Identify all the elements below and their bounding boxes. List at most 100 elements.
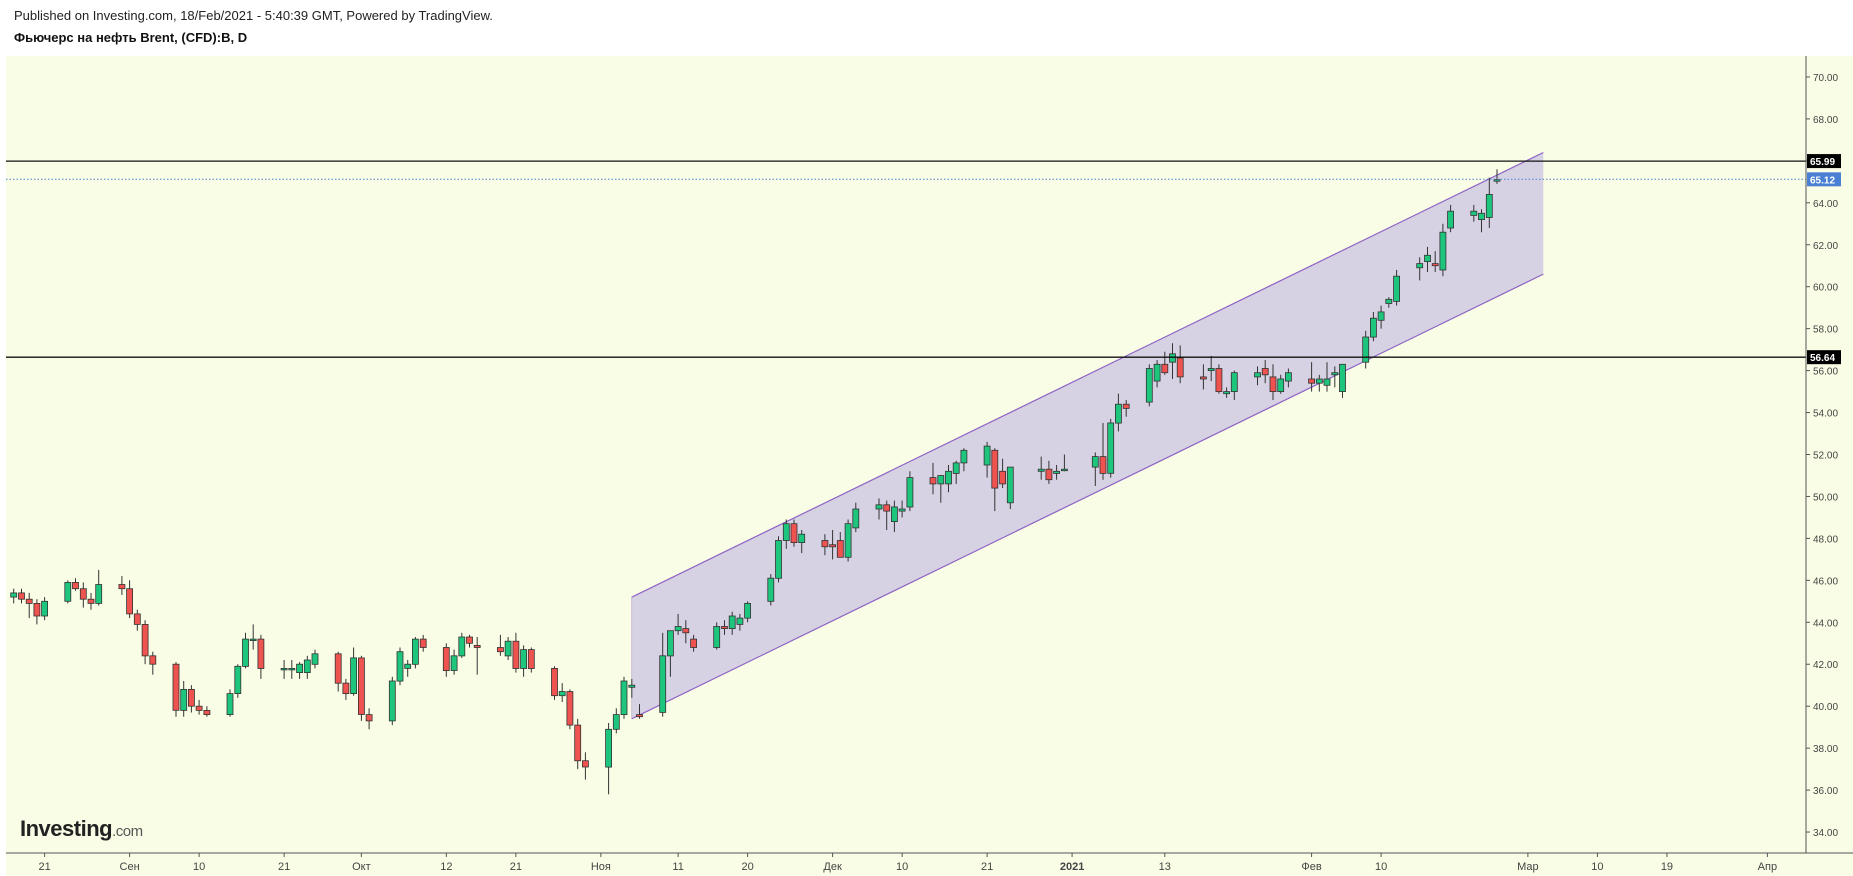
channel-upper-line[interactable] — [631, 151, 1544, 598]
candle — [1053, 465, 1060, 480]
x-tick-label: 12 — [440, 861, 452, 873]
candle — [883, 500, 891, 530]
candle-body-down — [829, 544, 836, 548]
candle — [87, 592, 95, 610]
y-tick-label: 46.00 — [1813, 576, 1838, 587]
candle — [126, 580, 133, 619]
candle — [1037, 456, 1045, 480]
candle — [419, 634, 427, 652]
candle — [945, 465, 952, 493]
candle-body-down — [79, 588, 87, 600]
price-label: 65.12 — [1807, 172, 1841, 187]
candle — [628, 678, 636, 698]
candle-body-down — [682, 628, 690, 634]
candle-body-up — [1470, 210, 1478, 216]
candle-body-up — [41, 600, 48, 617]
candle — [79, 582, 87, 608]
candle — [226, 689, 234, 717]
candle-body-down — [72, 582, 79, 590]
candle — [141, 620, 149, 665]
candle-body-down — [33, 603, 41, 617]
candle-body-up — [1485, 193, 1493, 218]
candle-body-down — [187, 689, 195, 707]
candle-body-up — [1377, 311, 1385, 321]
y-tick-label: 68.00 — [1813, 115, 1838, 126]
candle-body-down — [203, 710, 211, 716]
candle — [1269, 364, 1277, 400]
candle-body-down — [257, 638, 265, 669]
candle — [342, 678, 350, 700]
candle-body-up — [852, 508, 860, 529]
candle — [1176, 345, 1184, 384]
candle — [1370, 311, 1377, 342]
candle — [1478, 209, 1485, 233]
candle-body-up — [1061, 468, 1068, 472]
candle-body-up — [303, 659, 311, 674]
candle-body-up — [404, 663, 412, 669]
time-axis — [6, 853, 1853, 876]
candle-body-up — [296, 663, 304, 674]
candle — [1230, 370, 1238, 400]
candle-body-up — [875, 504, 883, 510]
candle-body-up — [945, 470, 952, 485]
logo-main: Investing — [20, 816, 113, 841]
candle — [1169, 343, 1176, 379]
candle — [257, 634, 265, 679]
candle — [829, 530, 836, 560]
candle — [203, 706, 211, 717]
candle-body-up — [782, 523, 790, 541]
candle — [496, 634, 504, 656]
candle-body-up — [249, 638, 257, 641]
candle — [288, 660, 296, 679]
candle — [64, 580, 72, 604]
candle-body-up — [798, 533, 806, 544]
candle — [1431, 251, 1439, 272]
candle-body-up — [1323, 378, 1331, 386]
candle — [473, 637, 481, 675]
candle-body-down — [466, 636, 473, 644]
candle-body-up — [1447, 210, 1454, 229]
candle — [1207, 355, 1215, 382]
candle-body-up — [1393, 275, 1400, 302]
candle-body-down — [1045, 468, 1053, 481]
candle — [10, 588, 18, 604]
candle — [334, 651, 342, 692]
logo-suffix: .com — [112, 823, 143, 840]
x-axis-ticks: 21 Сен 10 21 Окт 12 21 Ноя 11 20 Дек 10 21 2021 13 Фев 1… — [6, 852, 1853, 873]
candle — [713, 622, 721, 650]
candle — [736, 613, 744, 631]
candle — [1416, 257, 1424, 281]
candle — [149, 651, 157, 675]
candle — [1061, 454, 1068, 472]
candle-body-down — [342, 682, 350, 694]
candle-body-up — [767, 577, 775, 602]
candle-body-down — [636, 714, 643, 718]
candle-body-up — [1053, 470, 1060, 474]
candle — [1223, 387, 1230, 398]
candle — [728, 611, 736, 635]
candle-body-up — [1439, 231, 1447, 271]
candle — [1122, 400, 1130, 417]
candle-body-down — [999, 470, 1006, 485]
candle — [1393, 269, 1400, 306]
candle-body-up — [280, 668, 288, 671]
candle-body-up — [1223, 391, 1230, 395]
candle-body-down — [512, 640, 520, 669]
candle — [1254, 366, 1261, 386]
channel-lower-line[interactable] — [631, 273, 1544, 720]
candle-body-up — [960, 449, 968, 464]
candle — [852, 502, 860, 533]
candle — [1308, 362, 1315, 392]
candle — [520, 645, 527, 677]
candle-body-up — [1006, 466, 1014, 504]
candle-body-down — [473, 645, 481, 648]
candle-body-up — [504, 640, 512, 657]
candle-body-up — [744, 603, 751, 619]
candle — [1045, 460, 1053, 484]
candle-body-up — [983, 445, 991, 466]
candle — [659, 632, 667, 717]
candle — [1261, 360, 1269, 384]
candle-body-down — [133, 613, 141, 625]
investing-logo: Investing.com — [20, 816, 143, 842]
